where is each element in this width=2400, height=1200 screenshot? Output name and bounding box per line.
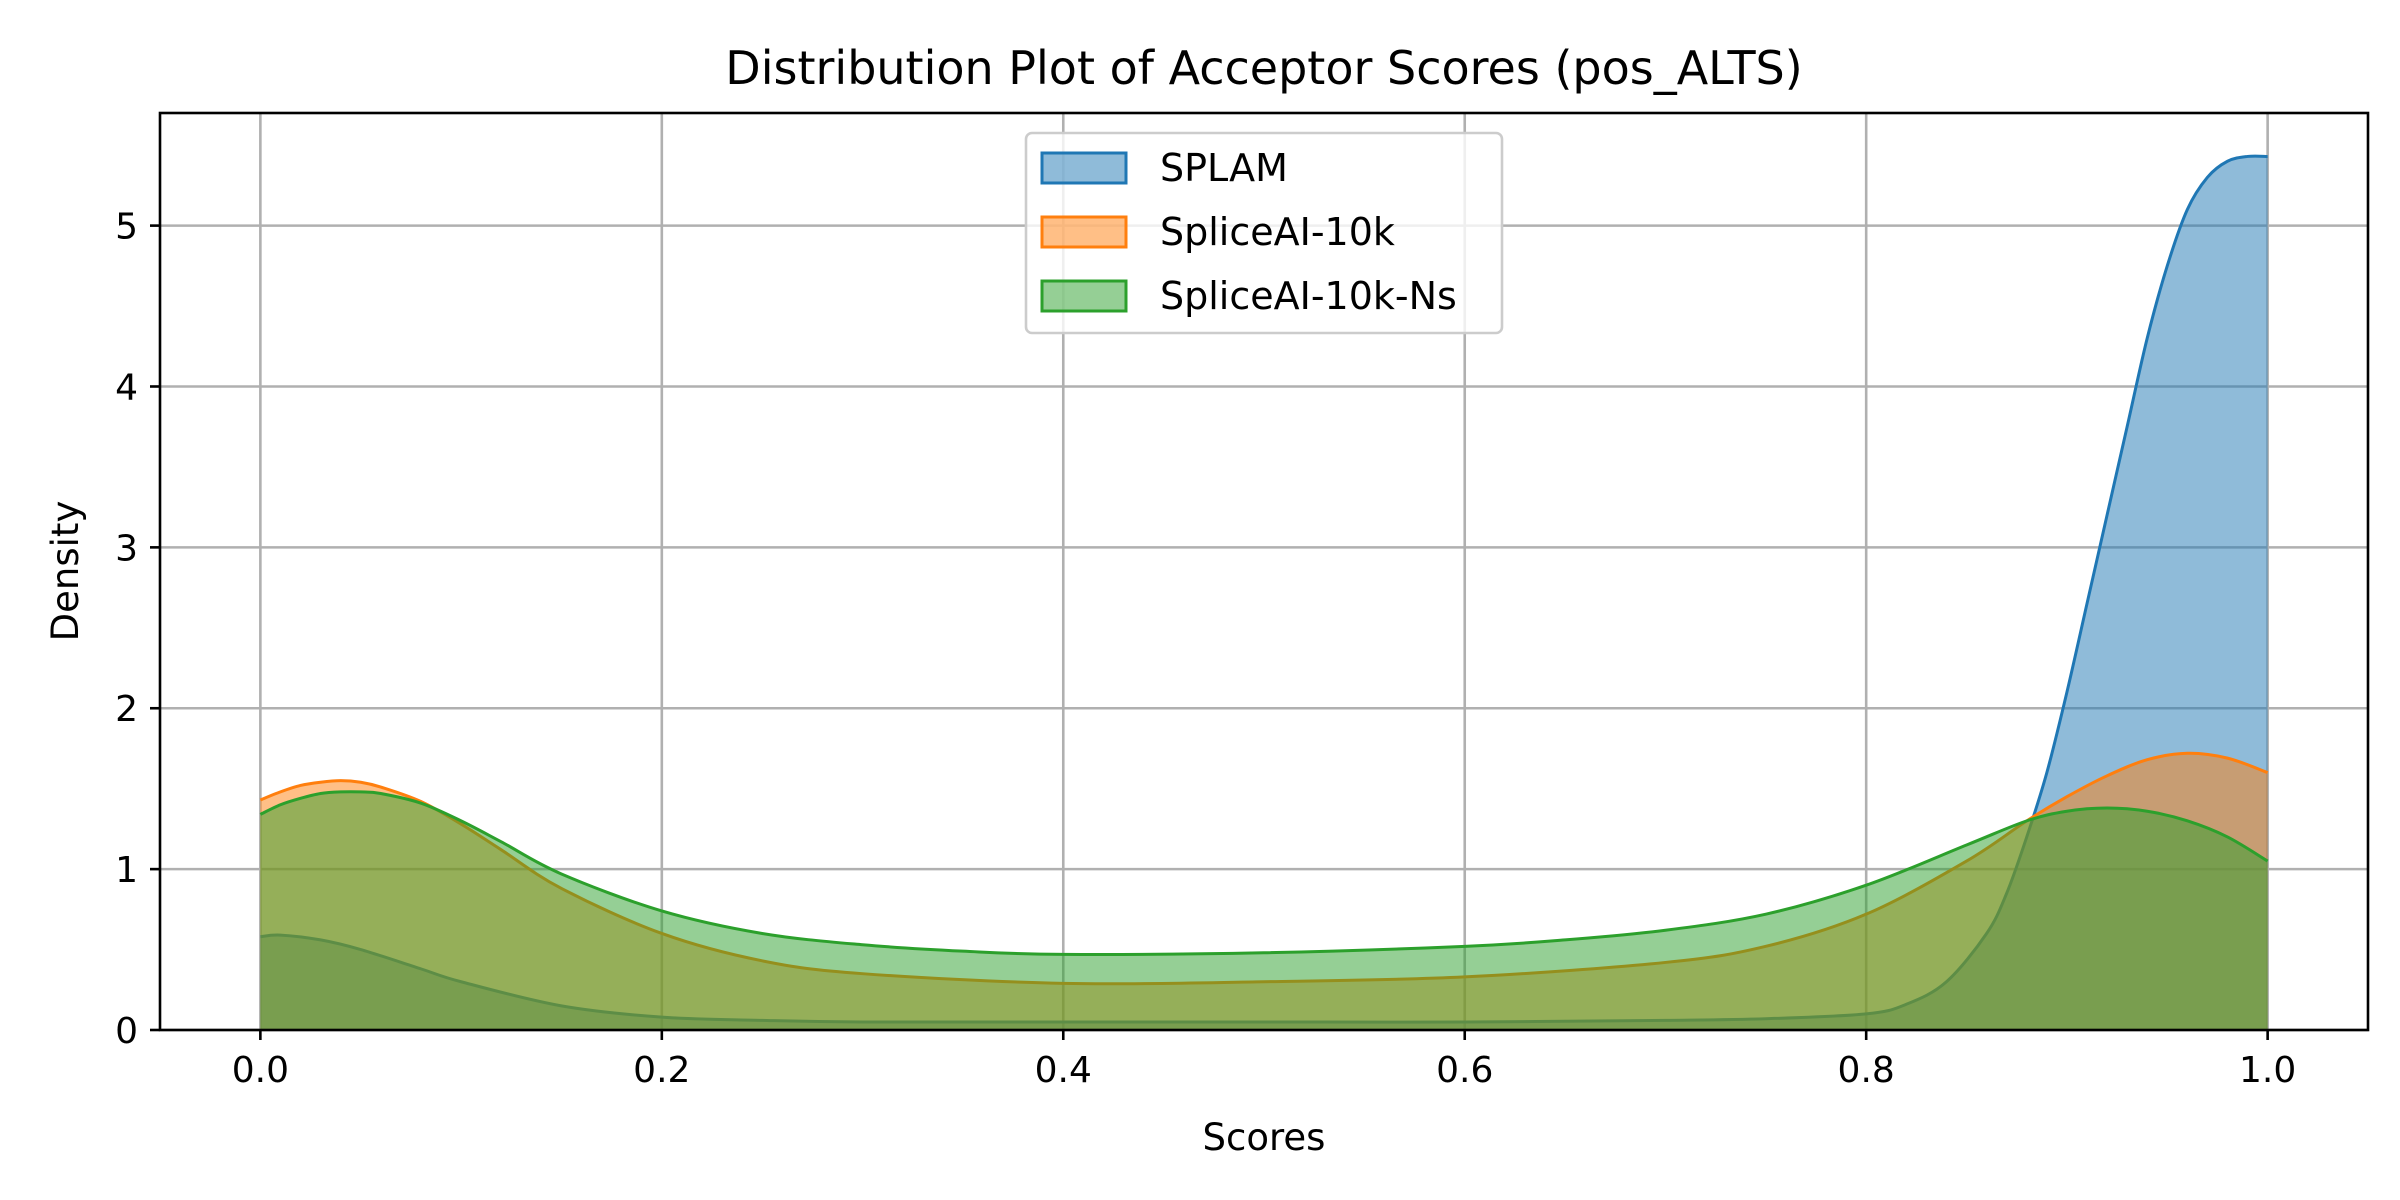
x-tick-label: 1.0 bbox=[2239, 1050, 2296, 1091]
y-tick-label: 5 bbox=[115, 207, 138, 248]
y-axis-label: Density bbox=[44, 501, 87, 642]
legend-label: SpliceAI-10k bbox=[1160, 210, 1395, 254]
legend-label: SpliceAI-10k-Ns bbox=[1160, 274, 1457, 318]
x-tick-label: 0.6 bbox=[1436, 1050, 1493, 1091]
y-tick-label: 0 bbox=[115, 1011, 138, 1052]
density-line bbox=[259, 790, 2269, 956]
x-axis-label: Scores bbox=[1203, 1116, 1326, 1159]
y-tick-label: 2 bbox=[115, 689, 138, 730]
x-tick-label: 0.2 bbox=[633, 1050, 690, 1091]
legend-label: SPLAM bbox=[1160, 146, 1288, 190]
x-tick-label: 0.8 bbox=[1838, 1050, 1895, 1091]
axis-ticks: 0.0 0.2 0.4 0.6 0.8 1.0 0 1 2 3 4 5 bbox=[115, 207, 2296, 1091]
y-tick-label: 4 bbox=[115, 367, 138, 408]
legend-swatch bbox=[1040, 279, 1128, 313]
series-spliceai-10k-ns bbox=[259, 790, 2269, 1030]
legend-swatch bbox=[1040, 215, 1128, 249]
plot-frame bbox=[158, 111, 2370, 1032]
y-tick-label: 1 bbox=[115, 850, 138, 891]
x-tick-label: 0.0 bbox=[232, 1050, 289, 1091]
density-areas bbox=[259, 154, 2269, 1030]
legend: SPLAM SpliceAI-10k SpliceAI-10k-Ns bbox=[1024, 131, 1504, 335]
chart-title: Distribution Plot of Acceptor Scores (po… bbox=[725, 41, 1802, 95]
x-tick-label: 0.4 bbox=[1035, 1050, 1092, 1091]
legend-swatch bbox=[1040, 151, 1128, 185]
y-tick-label: 3 bbox=[115, 528, 138, 569]
density-area bbox=[260, 791, 2268, 1030]
legend-box bbox=[1024, 131, 1504, 335]
